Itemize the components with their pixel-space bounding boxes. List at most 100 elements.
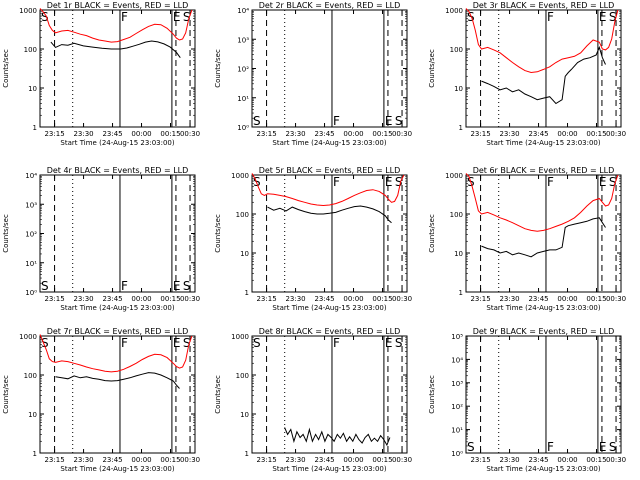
chart-title: Det 1r BLACK = Events, RED = LLD: [47, 1, 189, 10]
y-tick-label: 1000: [19, 333, 37, 341]
x-tick-label: 00:15: [586, 295, 606, 303]
y-tick-label: 1: [33, 450, 37, 458]
x-axis-label: Start Time (24-Aug-15 23:03:00): [60, 139, 174, 147]
x-tick-label: 23:30: [285, 130, 305, 138]
x-tick-label: 23:15: [470, 456, 490, 464]
x-tick-label: 00:00: [343, 130, 363, 138]
plot-frame: [39, 9, 196, 128]
chart-title: Det 5r BLACK = Events, RED = LLD: [259, 166, 401, 175]
x-tick-label: 23:30: [499, 130, 519, 138]
event-marker: E: [173, 10, 181, 24]
y-tick-label: 10: [28, 411, 37, 419]
x-tick-label: 23:30: [285, 456, 305, 464]
x-axis-label: Start Time (24-Aug-15 23:03:00): [60, 304, 174, 312]
event-marker: S: [41, 279, 49, 293]
x-tick-label: 00:30: [180, 456, 200, 464]
y-tick-label: 100: [450, 46, 463, 54]
chart-panel-3: Det 3r BLACK = Events, RED = LLD 1 10 100 10…: [428, 1, 626, 147]
x-tick-label: 23:45: [314, 130, 334, 138]
chart-panel-8: Det 8r BLACK = Events, RED = LLD 1 10 100 10…: [214, 327, 412, 473]
y-axis-label: Counts/sec: [214, 214, 222, 253]
x-tick-label: 00:30: [606, 295, 626, 303]
plot-frame: [251, 335, 408, 454]
x-tick-label: 00:30: [392, 295, 412, 303]
x-tick-label: 00:15: [372, 456, 392, 464]
y-tick-label: 10²: [451, 403, 463, 411]
event-marker: S: [183, 336, 191, 350]
x-tick-label: 00:15: [372, 295, 392, 303]
x-tick-label: 00:15: [160, 130, 180, 138]
y-axis-label: Counts/sec: [2, 49, 10, 88]
series-line-red: [39, 334, 193, 373]
x-tick-label: 23:45: [528, 295, 548, 303]
x-tick-label: 23:15: [44, 130, 64, 138]
event-marker: E: [385, 175, 393, 189]
event-marker: E: [173, 279, 181, 293]
x-tick-label: 00:15: [372, 130, 392, 138]
event-marker: F: [547, 10, 554, 24]
event-marker: F: [333, 336, 340, 350]
event-marker: S: [395, 175, 403, 189]
x-axis-label: Start Time (24-Aug-15 23:03:00): [272, 465, 386, 473]
x-axis-label: Start Time (24-Aug-15 23:03:00): [272, 304, 386, 312]
x-tick-label: 23:45: [314, 456, 334, 464]
x-tick-label: 23:30: [73, 295, 93, 303]
plot-frame: [39, 335, 196, 454]
x-tick-label: 00:00: [557, 130, 577, 138]
x-axis-label: Start Time (24-Aug-15 23:03:00): [272, 139, 386, 147]
series-line-red: [465, 8, 619, 74]
event-marker: E: [599, 440, 607, 454]
y-tick-label: 10: [28, 85, 37, 93]
y-tick-label: 1000: [445, 7, 463, 15]
y-axis-label: Counts/sec: [214, 49, 222, 88]
y-tick-label: 10³: [25, 201, 37, 209]
event-marker: S: [395, 336, 403, 350]
y-tick-label: 1: [33, 124, 37, 132]
x-tick-label: 23:45: [102, 130, 122, 138]
x-tick-label: 00:15: [586, 130, 606, 138]
series-line-black: [284, 427, 391, 447]
y-tick-label: 10⁴: [237, 7, 249, 15]
series-line-black: [50, 40, 181, 58]
x-tick-label: 23:15: [470, 130, 490, 138]
y-tick-label: 10: [454, 250, 463, 258]
series-line-black: [267, 205, 392, 224]
y-tick-label: 10⁴: [25, 172, 37, 180]
x-tick-label: 23:45: [102, 295, 122, 303]
event-marker: F: [333, 175, 340, 189]
chart-panel-9: Det 9r BLACK = Events, RED = LLD 10⁰ 10¹ 10…: [428, 327, 626, 473]
y-tick-label: 100: [450, 211, 463, 219]
y-axis-label: Counts/sec: [2, 214, 10, 253]
event-marker: S: [609, 440, 617, 454]
y-tick-label: 100: [236, 372, 249, 380]
x-tick-label: 00:00: [343, 456, 363, 464]
x-tick-label: 00:30: [392, 130, 412, 138]
event-marker: E: [385, 114, 393, 128]
x-tick-label: 00:15: [586, 456, 606, 464]
y-tick-label: 100: [24, 46, 37, 54]
x-tick-label: 00:00: [131, 295, 151, 303]
x-tick-label: 00:30: [180, 130, 200, 138]
x-tick-label: 00:00: [557, 295, 577, 303]
y-tick-label: 1000: [231, 172, 249, 180]
x-tick-label: 00:30: [606, 130, 626, 138]
series-line-red: [465, 173, 619, 232]
x-tick-label: 00:30: [606, 456, 626, 464]
x-tick-label: 23:45: [102, 456, 122, 464]
series-line-red: [251, 173, 405, 207]
chart-panel-2: Det 2r BLACK = Events, RED = LLD 10⁰ 10¹ 10…: [214, 1, 412, 147]
chart-title: Det 9r BLACK = Events, RED = LLD: [473, 327, 615, 336]
y-tick-label: 10¹: [25, 260, 37, 268]
plot-frame: [465, 335, 622, 454]
event-marker: F: [547, 440, 554, 454]
x-tick-label: 23:30: [73, 456, 93, 464]
x-tick-label: 23:30: [499, 456, 519, 464]
x-tick-label: 23:15: [44, 295, 64, 303]
y-tick-label: 10: [454, 85, 463, 93]
x-tick-label: 23:15: [256, 130, 276, 138]
x-tick-label: 00:00: [131, 456, 151, 464]
event-marker: F: [121, 336, 128, 350]
y-tick-label: 10³: [451, 380, 463, 388]
x-tick-label: 00:15: [160, 295, 180, 303]
